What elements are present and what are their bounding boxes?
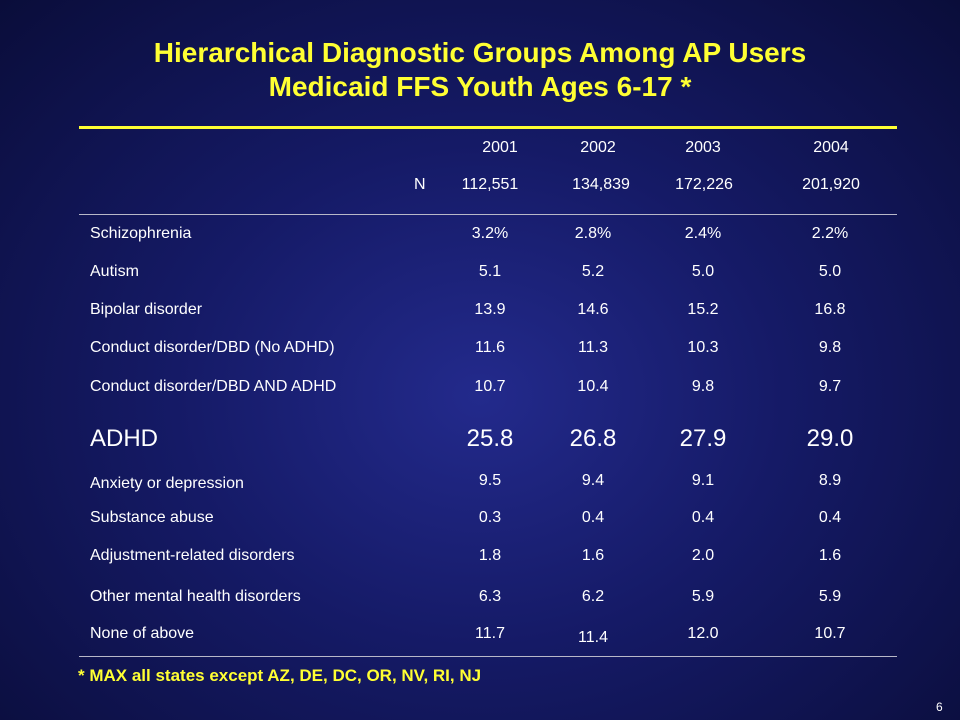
table-cell: 26.8 [569, 425, 617, 452]
row-label-anxiety-depression: Anxiety or depression [90, 475, 244, 492]
row-label-schizophrenia: Schizophrenia [90, 225, 192, 242]
table-cell: 5.0 [691, 263, 715, 280]
table-cell: 3.2% [471, 225, 509, 242]
year-header-2003: 2003 [685, 139, 721, 156]
year-header-2001: 2001 [482, 139, 518, 156]
table-cell: 10.4 [577, 378, 609, 395]
table-cell: 9.5 [478, 472, 502, 489]
table-cell: 5.9 [818, 588, 842, 605]
table-cell: 9.7 [818, 378, 842, 395]
table-cell: 1.6 [818, 547, 842, 564]
page-number: 6 [936, 700, 943, 714]
row-label-adhd: ADHD [90, 425, 159, 452]
row-label-conduct-and-adhd: Conduct disorder/DBD AND ADHD [90, 378, 337, 395]
table-cell: 10.7 [814, 625, 846, 642]
table-cell: 9.1 [691, 472, 715, 489]
n-value-2003: 172,226 [675, 176, 733, 193]
table-cell: 10.7 [474, 378, 506, 395]
row-label-other-mental-health: Other mental health disorders [90, 588, 301, 605]
table-cell: 13.9 [474, 301, 506, 318]
table-cell: 11.7 [475, 625, 505, 642]
row-label-none-of-above: None of above [90, 625, 195, 642]
table-cell: 15.2 [687, 301, 719, 318]
table-cell: 2.0 [691, 547, 715, 564]
table-cell: 2.2% [811, 225, 849, 242]
row-label-bipolar: Bipolar disorder [90, 301, 203, 318]
table-bottom-divider [79, 656, 897, 657]
table-cell: 9.4 [581, 472, 605, 489]
table-cell: 11.4 [578, 629, 608, 646]
title-divider [79, 126, 897, 129]
table-cell: 27.9 [679, 425, 727, 452]
table-cell: 8.9 [818, 472, 842, 489]
table-cell: 5.0 [818, 263, 842, 280]
row-label-conduct-no-adhd: Conduct disorder/DBD (No ADHD) [90, 339, 335, 356]
table-cell: 2.8% [574, 225, 612, 242]
table-cell: 1.8 [478, 547, 502, 564]
table-cell: 2.4% [684, 225, 722, 242]
n-label: N [414, 176, 426, 193]
table-cell: 29.0 [806, 425, 854, 452]
table-cell: 25.8 [466, 425, 514, 452]
table-cell: 5.1 [478, 263, 502, 280]
table-cell: 0.4 [691, 509, 715, 526]
n-value-2001: 112,551 [461, 176, 519, 193]
table-cell: 5.9 [691, 588, 715, 605]
table-cell: 0.4 [818, 509, 842, 526]
table-cell: 6.2 [581, 588, 605, 605]
table-cell: 6.3 [478, 588, 502, 605]
table-cell: 10.3 [687, 339, 719, 356]
table-cell: 1.6 [581, 547, 605, 564]
table-cell: 11.6 [475, 339, 505, 356]
table-cell: 0.4 [581, 509, 605, 526]
table-cell: 9.8 [818, 339, 842, 356]
year-header-2004: 2004 [813, 139, 849, 156]
row-label-substance-abuse: Substance abuse [90, 509, 214, 526]
row-label-adjustment: Adjustment-related disorders [90, 547, 295, 564]
table-cell: 9.8 [691, 378, 715, 395]
n-value-2002: 134,839 [572, 176, 630, 193]
slide-title-line2: Medicaid FFS Youth Ages 6-17 * [268, 71, 692, 102]
footnote: * MAX all states except AZ, DE, DC, OR, … [78, 666, 482, 685]
table-cell: 12.0 [687, 625, 719, 642]
table-cell: 5.2 [581, 263, 605, 280]
table-cell: 0.3 [478, 509, 502, 526]
row-label-autism: Autism [90, 263, 139, 280]
slide-title-line1: Hierarchical Diagnostic Groups Among AP … [153, 37, 807, 68]
table-cell: 11.3 [578, 339, 608, 356]
table-cell: 16.8 [814, 301, 846, 318]
header-divider [79, 214, 897, 215]
year-header-2002: 2002 [580, 139, 616, 156]
n-value-2004: 201,920 [802, 176, 860, 193]
table-cell: 14.6 [577, 301, 609, 318]
